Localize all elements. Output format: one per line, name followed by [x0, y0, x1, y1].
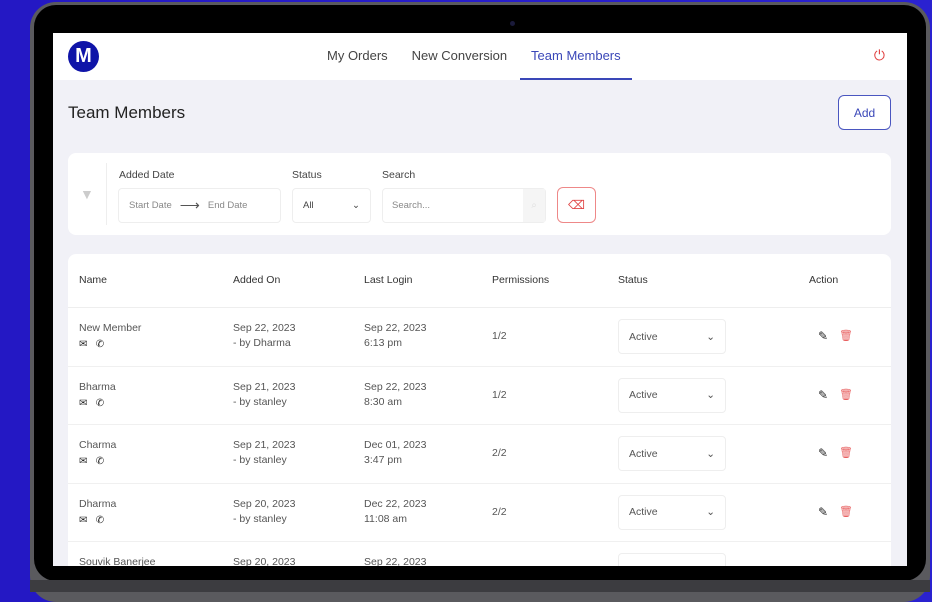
table-row[interactable]: Charma ✉ ✆ Sep 21, 2023 - by stanley Dec …: [68, 425, 891, 484]
added-by: - by stanley: [233, 454, 287, 466]
pencil-icon[interactable]: ✎: [818, 387, 829, 402]
status-value: Active: [629, 330, 658, 343]
pencil-icon[interactable]: ✎: [818, 504, 829, 519]
status-select[interactable]: [618, 553, 726, 566]
laptop-base: [30, 580, 930, 592]
divider: [68, 307, 891, 308]
header-last-login: Last Login: [364, 274, 413, 286]
login-time: 8:30 am: [364, 395, 402, 408]
status-value: Active: [629, 506, 658, 518]
added-date: Sep 20, 2023: [233, 497, 296, 510]
email-icon[interactable]: ✉: [79, 397, 88, 409]
end-date-input[interactable]: End Date: [207, 200, 248, 211]
added-date: Sep 20, 2023: [233, 556, 296, 566]
login-date: Sep 22, 2023: [364, 556, 427, 566]
status-value: All: [303, 200, 314, 211]
start-date-input[interactable]: Start Date: [129, 200, 172, 211]
login-date: Sep 22, 2023: [364, 322, 427, 334]
tab-my-orders[interactable]: My Orders: [327, 48, 388, 63]
added-date: Sep 21, 2023: [233, 439, 296, 451]
phone-icon[interactable]: ✆: [95, 514, 105, 526]
tab-new-conversion[interactable]: New Conversion: [411, 48, 508, 63]
trash-icon[interactable]: 🗑: [839, 505, 853, 518]
header-permissions: Permissions: [492, 274, 550, 286]
permissions: 1/2: [492, 330, 507, 342]
filter-icon: ▼: [80, 186, 94, 202]
arrow-right-icon: ⟶: [179, 197, 200, 213]
permissions: 2/2: [492, 505, 507, 518]
status-value: Active: [629, 447, 658, 460]
login-time: 3:47 pm: [364, 454, 402, 466]
email-icon[interactable]: ✉: [79, 514, 88, 526]
logo[interactable]: M: [68, 41, 99, 72]
search-placeholder: Search...: [392, 200, 431, 211]
status-select[interactable]: All ⌄: [292, 188, 371, 223]
member-name: Charma: [79, 439, 117, 451]
screen: M My Orders New Conversion Team Members …: [53, 33, 907, 566]
member-name: Bharma: [79, 380, 116, 393]
pencil-icon[interactable]: ✎: [818, 446, 829, 460]
header-status: Status: [618, 274, 648, 286]
added-date: Sep 21, 2023: [233, 380, 296, 393]
added-date-label: Added Date: [119, 169, 175, 181]
table-row[interactable]: New Member ✉ ✆ Sep 22, 2023 - by Dharma S…: [68, 308, 891, 367]
login-date: Dec 22, 2023: [364, 497, 427, 510]
status-value: Active: [629, 389, 658, 401]
trash-icon[interactable]: 🗑: [839, 330, 853, 342]
permissions: 1/2: [492, 388, 507, 401]
permissions: 2/2: [492, 447, 507, 459]
login-time: 11:08 am: [364, 512, 407, 525]
pencil-icon[interactable]: ✎: [818, 329, 829, 343]
trash-icon[interactable]: 🗑: [839, 388, 853, 401]
chevron-down-icon: ⌄: [706, 330, 715, 343]
login-time: 6:13 pm: [364, 337, 402, 349]
header-added-on: Added On: [233, 274, 281, 286]
chevron-down-icon: ⌄: [706, 447, 715, 460]
status-select[interactable]: Active ⌄: [618, 377, 726, 413]
clear-filter-button[interactable]: ⌫: [557, 187, 596, 223]
status-select[interactable]: Active ⌄: [618, 494, 726, 530]
table-row[interactable]: Bharma ✉ ✆ Sep 21, 2023 - by stanley Sep …: [68, 367, 891, 425]
top-nav: M My Orders New Conversion Team Members …: [53, 33, 907, 80]
search-icon[interactable]: ⌕: [523, 189, 545, 222]
member-name: New Member: [79, 322, 142, 334]
power-icon[interactable]: ⏻: [873, 47, 885, 63]
status-label: Status: [292, 169, 322, 181]
chevron-down-icon: ⌄: [706, 506, 715, 518]
camera: [510, 21, 515, 26]
date-range-picker[interactable]: Start Date ⟶ End Date: [118, 188, 281, 223]
divider: [106, 163, 107, 225]
added-by: - by stanley: [233, 395, 287, 408]
login-date: Sep 22, 2023: [364, 380, 427, 393]
email-icon[interactable]: ✉: [79, 339, 88, 350]
status-select[interactable]: Active ⌄: [618, 436, 726, 471]
eraser-icon: ⌫: [568, 198, 585, 212]
filter-bar: ▼ Added Date Start Date ⟶ End Date Statu…: [68, 153, 891, 235]
table-row[interactable]: Dharma ✉ ✆ Sep 20, 2023 - by stanley Dec …: [68, 484, 891, 542]
phone-icon[interactable]: ✆: [95, 456, 105, 467]
add-button[interactable]: Add: [838, 95, 891, 130]
team-table: Name Added On Last Login Permissions Sta…: [68, 254, 891, 566]
table-row[interactable]: Souvik Banerjee Sep 20, 2023 Sep 22, 202…: [68, 542, 891, 566]
member-name: Souvik Banerjee: [79, 556, 156, 566]
chevron-down-icon: ⌄: [352, 200, 360, 211]
chevron-down-icon: ⌄: [706, 389, 715, 401]
status-select[interactable]: Active ⌄: [618, 319, 726, 354]
page-title: Team Members: [68, 103, 186, 122]
added-by: - by stanley: [233, 512, 287, 525]
added-by: - by Dharma: [233, 337, 291, 349]
email-icon[interactable]: ✉: [79, 456, 88, 467]
header-name: Name: [79, 274, 108, 286]
login-date: Dec 01, 2023: [364, 439, 427, 451]
phone-icon[interactable]: ✆: [95, 339, 105, 350]
added-date: Sep 22, 2023: [233, 322, 296, 334]
trash-icon[interactable]: 🗑: [839, 447, 853, 459]
search-label: Search: [382, 169, 416, 181]
phone-icon[interactable]: ✆: [95, 397, 105, 409]
tab-team-members[interactable]: Team Members: [520, 33, 632, 80]
header-action: Action: [809, 274, 839, 286]
member-name: Dharma: [79, 497, 117, 510]
search-input[interactable]: Search... ⌕: [382, 188, 546, 223]
